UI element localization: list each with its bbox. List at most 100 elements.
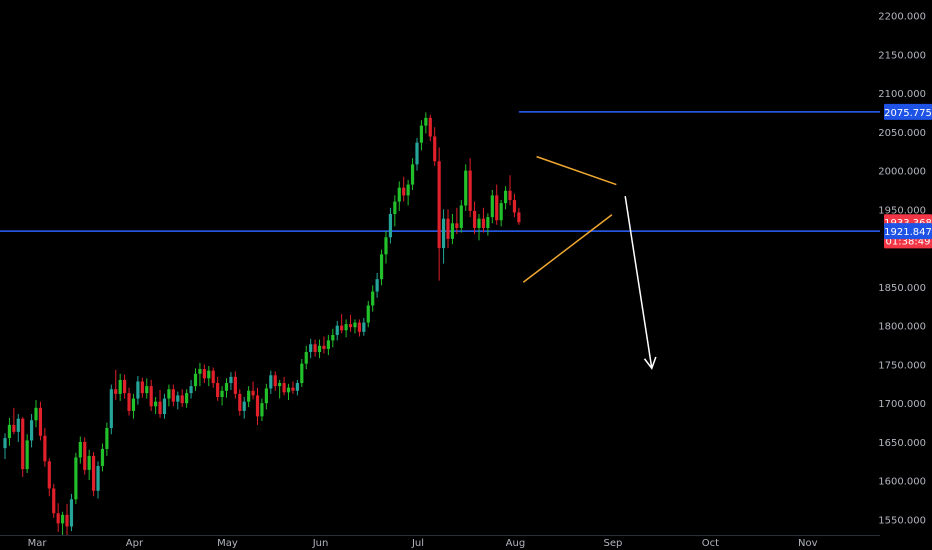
candle bbox=[495, 184, 499, 225]
candle bbox=[162, 393, 167, 419]
time-axis[interactable]: Mar Apr May Jun Jul Aug Sep Oct Nov bbox=[0, 535, 880, 550]
candle-body bbox=[154, 401, 158, 407]
candle bbox=[149, 379, 153, 411]
candle bbox=[384, 231, 388, 264]
candle bbox=[295, 379, 299, 396]
candle-body bbox=[406, 184, 410, 196]
y-tick-label: 2000.000 bbox=[878, 167, 926, 178]
candle-body bbox=[282, 383, 286, 393]
candle bbox=[406, 179, 410, 206]
candle-body bbox=[397, 187, 401, 202]
candle-body bbox=[340, 325, 344, 331]
price-axis[interactable]: 2200.000 2150.000 2100.000 2050.000 2000.000… bbox=[878, 0, 932, 550]
candle bbox=[87, 449, 91, 480]
candle bbox=[415, 138, 419, 171]
candle-body bbox=[348, 324, 353, 328]
candle-body bbox=[472, 210, 477, 228]
candle bbox=[21, 417, 25, 477]
candle-body bbox=[481, 218, 486, 228]
candle bbox=[353, 319, 357, 334]
x-tick-label: Jun bbox=[312, 538, 329, 549]
candle-body bbox=[100, 448, 105, 466]
candle-body bbox=[216, 383, 220, 397]
candle bbox=[242, 396, 246, 419]
candle-body bbox=[233, 376, 237, 394]
candle-body bbox=[455, 223, 459, 228]
candle-body bbox=[255, 395, 260, 417]
candle-body bbox=[158, 401, 162, 415]
candle-body bbox=[331, 334, 335, 341]
candle-body bbox=[309, 344, 313, 353]
x-tick-label: May bbox=[217, 538, 238, 549]
candle-body bbox=[459, 205, 463, 228]
support-tag: 1921.847 bbox=[884, 223, 932, 240]
candle-body bbox=[16, 418, 20, 432]
candlesticks bbox=[3, 112, 521, 535]
candle bbox=[220, 386, 224, 406]
candle-body bbox=[464, 170, 468, 206]
candle-body bbox=[38, 407, 43, 436]
candle-body bbox=[384, 237, 388, 255]
candle-body bbox=[441, 218, 446, 249]
candle-body bbox=[12, 424, 16, 432]
candle-body bbox=[371, 291, 375, 306]
candle bbox=[455, 207, 459, 235]
resistance-tag: 2075.775 bbox=[884, 103, 932, 120]
candle-body bbox=[96, 465, 100, 491]
candle bbox=[468, 158, 472, 218]
candle-body bbox=[415, 142, 419, 165]
candle-body bbox=[379, 254, 384, 280]
candle-body bbox=[486, 217, 490, 228]
candle bbox=[193, 368, 198, 391]
candle-body bbox=[127, 393, 131, 411]
candle bbox=[100, 443, 105, 472]
candle bbox=[393, 195, 397, 227]
candle bbox=[260, 398, 264, 422]
candle bbox=[326, 334, 330, 356]
candle-body bbox=[211, 370, 215, 384]
candle-body bbox=[450, 223, 455, 239]
candle-body bbox=[362, 322, 366, 332]
candle-body bbox=[286, 387, 291, 393]
candle-body bbox=[109, 389, 113, 428]
candle bbox=[92, 452, 96, 497]
candle-body bbox=[149, 386, 153, 407]
triangle-upper-line bbox=[536, 155, 617, 186]
y-tick-label: 2200.000 bbox=[878, 12, 926, 23]
candle bbox=[278, 379, 282, 399]
candle-body bbox=[437, 161, 441, 249]
candle-body bbox=[92, 455, 96, 491]
candle bbox=[105, 422, 109, 456]
candle-body bbox=[34, 407, 38, 421]
candle bbox=[348, 314, 353, 332]
candle bbox=[273, 371, 277, 391]
candle-body bbox=[300, 363, 304, 384]
candle bbox=[371, 285, 375, 312]
candle-body bbox=[247, 390, 251, 402]
candle bbox=[109, 384, 113, 435]
candle bbox=[317, 339, 322, 359]
candle-body bbox=[322, 345, 326, 349]
candle-body bbox=[87, 455, 91, 470]
candle bbox=[503, 186, 508, 210]
candle-body bbox=[313, 344, 317, 353]
candle-body bbox=[353, 322, 357, 328]
x-tick-label: Aug bbox=[506, 538, 526, 549]
x-tick-label: Jul bbox=[411, 538, 424, 549]
candle-body bbox=[433, 136, 437, 162]
candle bbox=[490, 189, 494, 224]
y-tick-label: 2100.000 bbox=[878, 89, 926, 100]
candle-body bbox=[242, 401, 246, 411]
price-tag-box bbox=[884, 103, 932, 120]
candle-body bbox=[490, 195, 494, 218]
candle-body bbox=[60, 514, 65, 524]
candle bbox=[397, 181, 401, 211]
candle bbox=[56, 503, 60, 532]
candle-body bbox=[123, 379, 127, 394]
candle bbox=[60, 511, 65, 535]
candle-body bbox=[335, 325, 339, 335]
candle-body bbox=[202, 369, 206, 379]
candle-body bbox=[517, 212, 521, 223]
